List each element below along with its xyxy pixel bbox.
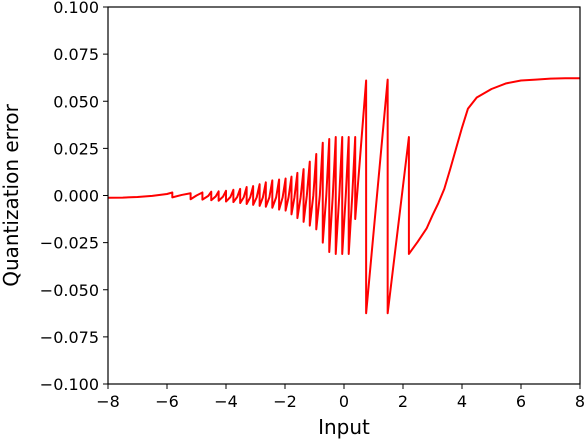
y-tick-label: −0.100 [40, 375, 99, 394]
x-tick-label: 4 [457, 392, 467, 411]
y-tick-label: −0.075 [40, 328, 99, 347]
y-tick-label: −0.050 [40, 281, 99, 300]
plot-area [108, 7, 580, 384]
x-tick-label: 2 [398, 392, 408, 411]
y-tick-label: 0.100 [53, 0, 99, 17]
x-tick-label: −4 [214, 392, 238, 411]
y-tick-label: 0.025 [53, 139, 99, 158]
y-tick-label: 0.050 [53, 92, 99, 111]
x-tick-label: 8 [575, 392, 585, 411]
y-tick-label: 0.075 [53, 45, 99, 64]
y-axis-ticks: −0.100 −0.075 −0.050 −0.025 0.000 0.025 0.050 0… [40, 0, 108, 394]
y-axis-label: Quantization error [0, 103, 23, 286]
y-tick-label: 0.000 [53, 187, 99, 206]
x-tick-label: −6 [155, 392, 179, 411]
y-tick-label: −0.025 [40, 234, 99, 253]
x-axis-label: Input [318, 415, 370, 439]
plot-frame [107, 6, 581, 385]
series-layer [107, 77, 580, 315]
x-tick-label: 6 [516, 392, 526, 411]
x-axis-ticks: −8 −6 −4 −2 0 2 4 6 8 [96, 384, 585, 411]
x-tick-label: −8 [96, 392, 120, 411]
x-tick-label: 0 [339, 392, 349, 411]
x-tick-label: −2 [273, 392, 297, 411]
series-line [107, 77, 580, 315]
